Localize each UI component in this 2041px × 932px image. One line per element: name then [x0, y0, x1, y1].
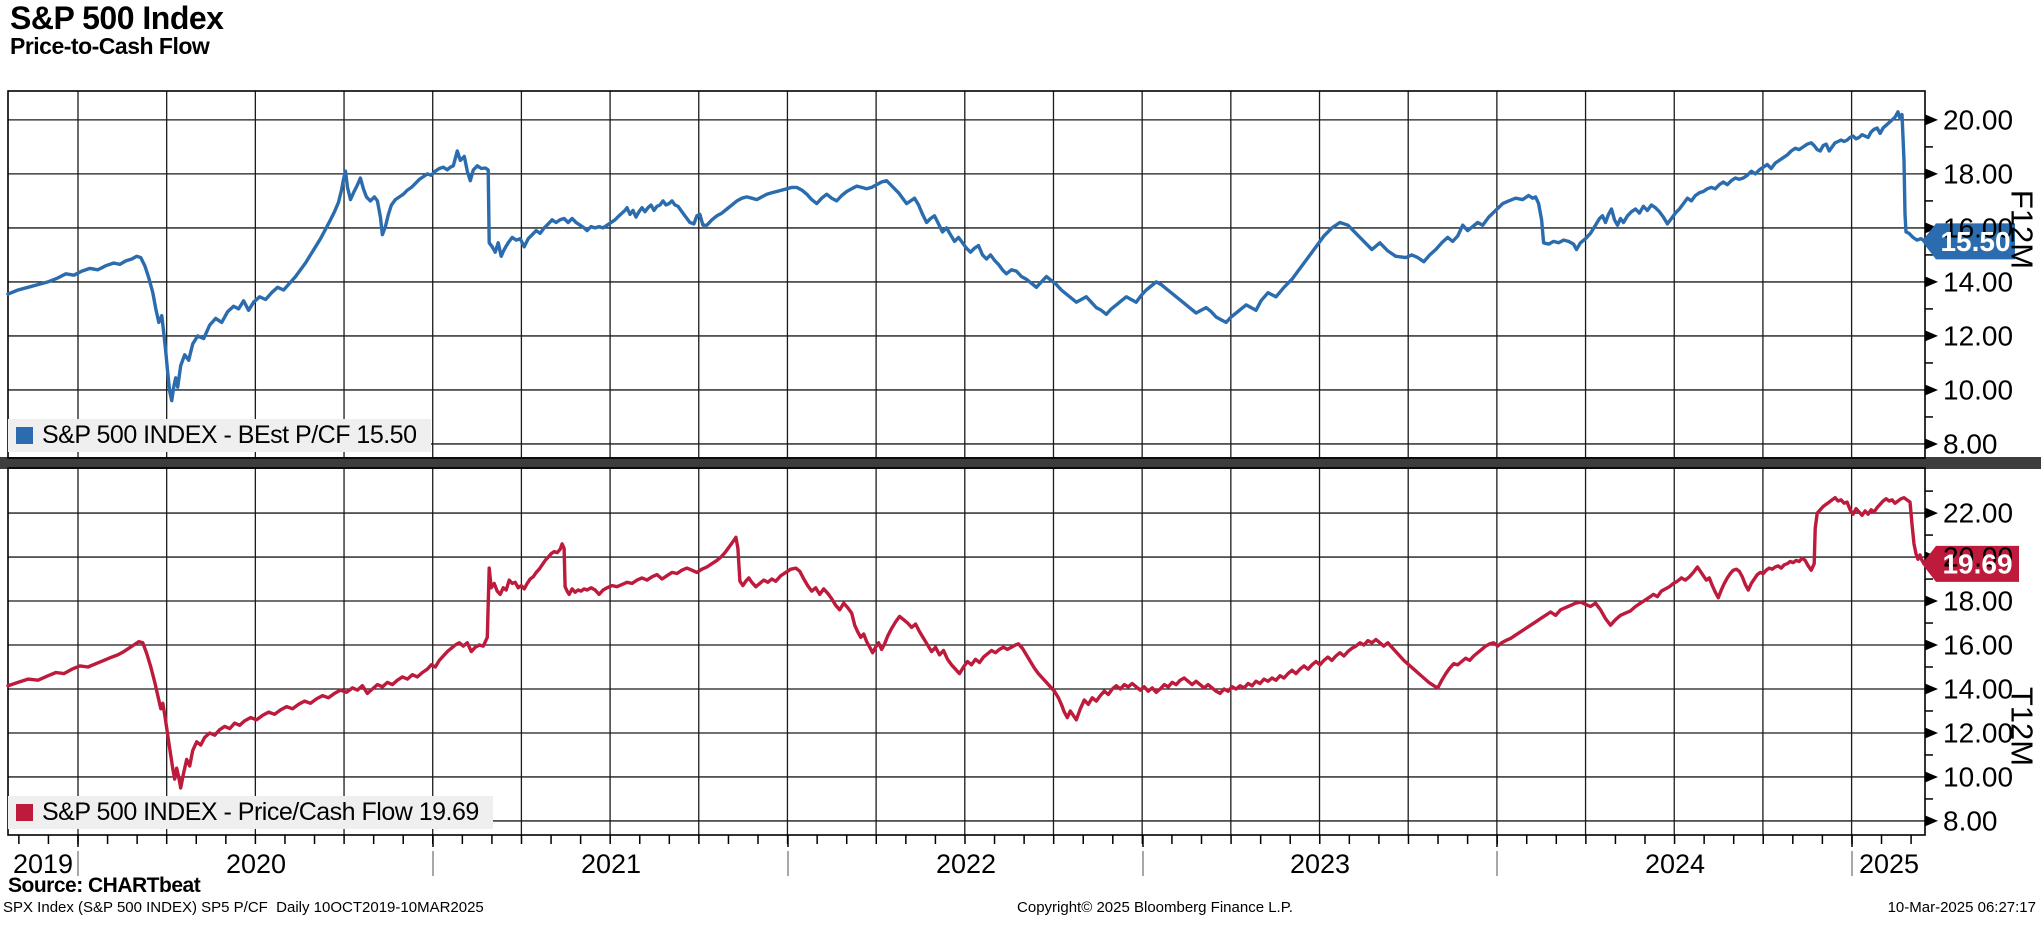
legend-swatch-red-icon [16, 804, 33, 821]
x-axis-year-label: 2019 [13, 849, 73, 879]
axis-tick-arrow-icon [1925, 222, 1938, 234]
y-axis-tick-label: 16.00 [1943, 212, 2013, 243]
chart-panel-t12m[interactable] [6, 467, 2019, 836]
axis-tick-arrow-icon [1925, 276, 1938, 288]
legend-best-pcf[interactable]: S&P 500 INDEX - BEst P/CF 15.50 [8, 419, 431, 452]
series-line-blue[interactable] [6, 110, 1927, 403]
y-axis-tick-label: 8.00 [1943, 428, 1998, 459]
legend-label: S&P 500 INDEX - Price/Cash Flow 19.69 [42, 798, 479, 826]
axis-tick-arrow-icon [1925, 595, 1938, 607]
y-axis-tick-label: 20.00 [1943, 542, 2013, 573]
x-axis-year-label: 2023 [1290, 849, 1350, 879]
x-axis-year-label: 2024 [1645, 849, 1705, 879]
footer-ticker-info: SPX Index (S&P 500 INDEX) SP5 P/CF Daily… [3, 899, 484, 916]
axis-tick-arrow-icon [1925, 330, 1938, 342]
y-axis-tick-label: 18.00 [1943, 158, 2013, 189]
y-axis-tick-label: 18.00 [1943, 586, 2013, 617]
source-note: Source: CHARTbeat [8, 874, 201, 897]
axis-tick-arrow-icon [1925, 114, 1938, 126]
panel-frame [7, 90, 1926, 459]
y-axis-tick-label: 16.00 [1943, 630, 2013, 661]
panel-separator-bar [0, 457, 2041, 469]
last-value-badge-text: 15.50 [1940, 226, 2010, 257]
y-axis-tick-label: 10.00 [1943, 374, 2013, 405]
y-axis-tick-label: 12.00 [1943, 320, 2013, 351]
axis-tick-arrow-icon [1925, 771, 1938, 783]
legend-price-cash-flow[interactable]: S&P 500 INDEX - Price/Cash Flow 19.69 [8, 796, 493, 829]
x-axis-year-label: 2021 [581, 849, 641, 879]
axis-tick-arrow-icon [1925, 168, 1938, 180]
y-axis-tick-label: 22.00 [1943, 498, 2013, 529]
panel-frame [7, 467, 1926, 836]
last-value-badge [1922, 223, 2015, 260]
legend-swatch-blue-icon [16, 427, 33, 444]
footer-timestamp: 10-Mar-2025 06:27:17 [1887, 899, 2036, 916]
y-axis-tick-label: 8.00 [1943, 805, 1998, 836]
axis-tick-arrow-icon [1925, 683, 1938, 695]
footer-copyright: Copyright© 2025 Bloomberg Finance L.P. [1017, 899, 1293, 916]
y-axis-tick-label: 12.00 [1943, 717, 2013, 748]
series-line-red[interactable] [6, 496, 1928, 790]
y-axis-tick-label: 10.00 [1943, 761, 2013, 792]
y-axis-tick-label: 20.00 [1943, 104, 2013, 135]
y-axis-title-f12m: F12M [2005, 190, 2040, 269]
chart-panel-f12m[interactable] [6, 90, 2015, 459]
x-axis-year-label: 2022 [936, 849, 996, 879]
page-subtitle: Price-to-Cash Flow [10, 33, 210, 59]
last-value-badge [1922, 545, 2019, 582]
y-axis-tick-label: 14.00 [1943, 673, 2013, 704]
x-axis[interactable] [18, 835, 1912, 876]
x-axis-year-label: 2020 [226, 849, 286, 879]
axis-tick-arrow-icon [1925, 639, 1938, 651]
page-title: S&P 500 Index [10, 0, 224, 36]
axis-tick-arrow-icon [1925, 507, 1938, 519]
last-value-badge-text: 19.69 [1942, 548, 2012, 579]
legend-label: S&P 500 INDEX - BEst P/CF 15.50 [42, 421, 417, 449]
axis-tick-arrow-icon [1925, 727, 1938, 739]
axis-tick-arrow-icon [1925, 438, 1938, 450]
axis-tick-arrow-icon [1925, 815, 1938, 827]
x-axis-year-label: 2025 [1859, 849, 1919, 879]
y-axis-title-t12m: T12M [2005, 687, 2040, 766]
axis-tick-arrow-icon [1925, 384, 1938, 396]
y-axis-tick-label: 14.00 [1943, 266, 2013, 297]
